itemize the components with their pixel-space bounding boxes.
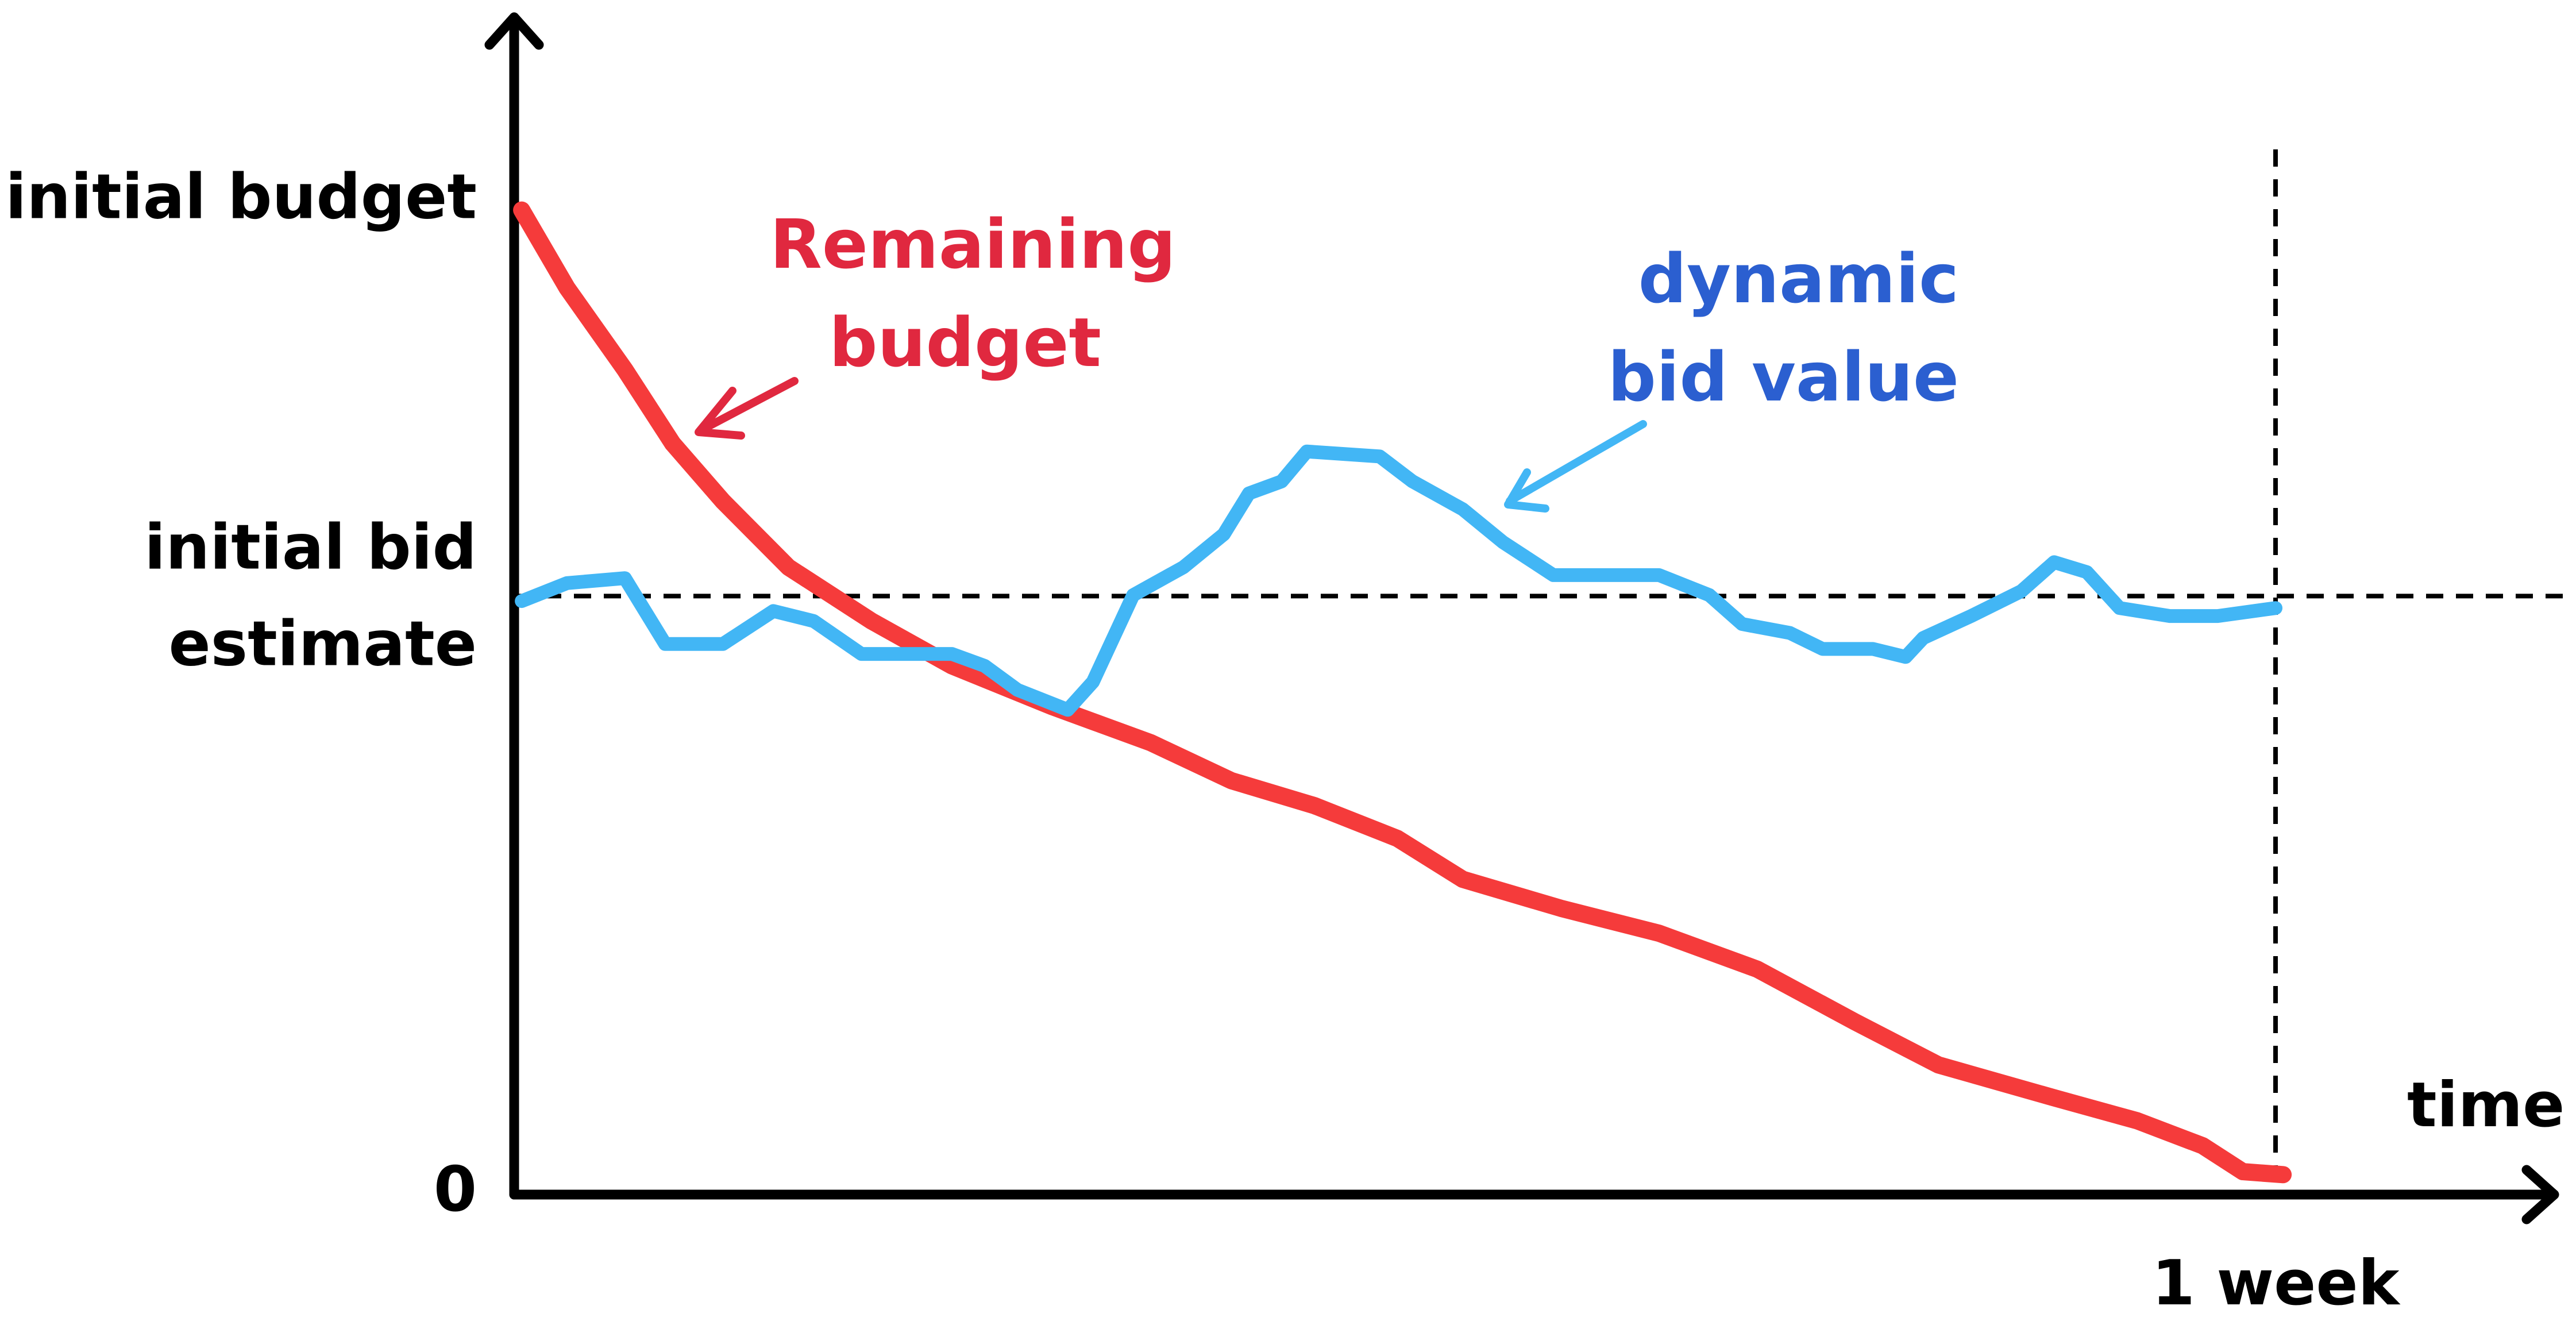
annotation-arrow-head <box>695 387 745 440</box>
series-line <box>515 444 2282 717</box>
series-line <box>513 201 2292 1184</box>
series-label: Remaining budget <box>770 205 1176 383</box>
y-tick-label: initial bid estimate <box>144 512 477 680</box>
y-tick-label: initial budget <box>5 161 477 233</box>
annotation-arrow <box>696 377 799 435</box>
series-label: dynamic bid value <box>1607 239 1960 417</box>
x-axis-label: time <box>2407 1069 2565 1141</box>
annotation-arrow-head <box>1504 468 1549 513</box>
x-tick-label: 1 week <box>2151 1247 2400 1319</box>
y-tick-label: 0 <box>433 1153 477 1226</box>
x-axis-arrow <box>2521 1165 2559 1224</box>
annotation-arrow <box>1506 420 1647 505</box>
y-axis-arrow <box>484 12 544 50</box>
